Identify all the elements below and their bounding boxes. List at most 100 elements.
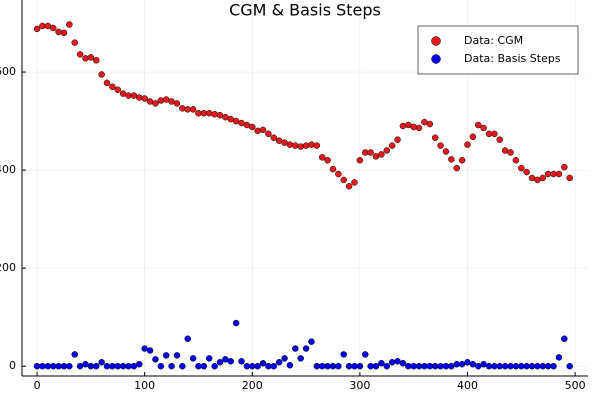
x-tick-label: 300 xyxy=(349,379,370,392)
point xyxy=(480,360,487,368)
point xyxy=(66,362,73,370)
point xyxy=(528,174,536,182)
point xyxy=(426,362,434,370)
point xyxy=(308,338,315,345)
point xyxy=(415,362,423,370)
point xyxy=(324,362,331,370)
point xyxy=(501,147,509,154)
point xyxy=(383,362,391,370)
point xyxy=(501,362,509,370)
point xyxy=(146,347,154,354)
point xyxy=(82,55,89,62)
point xyxy=(227,358,235,365)
point xyxy=(329,362,337,370)
point xyxy=(302,142,310,149)
point xyxy=(485,362,493,370)
legend-box xyxy=(417,25,579,75)
point xyxy=(76,362,84,370)
point xyxy=(275,359,283,366)
point xyxy=(561,163,568,171)
point xyxy=(87,362,95,370)
point xyxy=(453,360,460,368)
point xyxy=(302,345,310,352)
point xyxy=(243,121,251,129)
point xyxy=(168,362,175,370)
point xyxy=(39,22,46,30)
point xyxy=(157,97,165,104)
point xyxy=(60,29,68,37)
point xyxy=(431,134,439,142)
point xyxy=(329,165,337,173)
point xyxy=(335,362,342,370)
point xyxy=(103,79,111,87)
x-tick-label: 500 xyxy=(565,379,586,392)
point xyxy=(195,109,202,117)
point xyxy=(362,351,369,358)
point xyxy=(173,352,181,359)
point xyxy=(125,362,132,370)
point xyxy=(103,362,111,370)
point xyxy=(184,106,191,113)
point xyxy=(227,115,235,123)
point xyxy=(114,362,122,370)
point xyxy=(453,164,460,172)
point xyxy=(55,362,62,370)
point xyxy=(109,362,116,370)
point xyxy=(405,362,412,370)
point xyxy=(372,153,380,160)
point xyxy=(297,143,304,150)
point xyxy=(507,149,514,156)
point xyxy=(474,121,482,129)
point xyxy=(496,362,504,370)
point xyxy=(98,71,105,78)
point xyxy=(491,130,498,138)
point xyxy=(44,22,52,30)
legend-marker xyxy=(431,36,441,46)
point xyxy=(388,359,396,366)
point xyxy=(415,124,423,132)
point xyxy=(125,92,132,99)
point xyxy=(345,362,353,370)
point xyxy=(448,156,455,163)
point xyxy=(60,362,68,370)
x-tick-label: 0 xyxy=(34,379,41,392)
point xyxy=(437,142,444,149)
point xyxy=(550,170,557,178)
point xyxy=(119,90,127,97)
point xyxy=(92,57,100,64)
point xyxy=(216,359,224,366)
point xyxy=(534,362,541,370)
point xyxy=(308,141,315,148)
point xyxy=(200,362,208,370)
point xyxy=(136,360,143,368)
point xyxy=(119,362,127,370)
point xyxy=(561,335,568,342)
point xyxy=(136,94,143,101)
point xyxy=(507,362,514,370)
point xyxy=(157,362,165,370)
point xyxy=(265,362,272,370)
point xyxy=(49,24,57,32)
point xyxy=(254,127,261,135)
point xyxy=(152,100,159,107)
point xyxy=(345,183,353,190)
point xyxy=(152,356,159,363)
point xyxy=(130,92,138,99)
point xyxy=(259,360,267,367)
point xyxy=(249,362,256,370)
point xyxy=(512,362,520,370)
point xyxy=(394,136,401,143)
point xyxy=(141,345,148,352)
point xyxy=(286,361,294,369)
point xyxy=(421,362,428,370)
point xyxy=(523,362,530,370)
point xyxy=(292,345,299,352)
point xyxy=(550,362,557,370)
point xyxy=(518,164,525,172)
point xyxy=(162,96,170,103)
point xyxy=(281,355,288,362)
legend-label: Data: Basis Steps xyxy=(464,52,561,65)
point xyxy=(275,137,283,144)
point xyxy=(205,355,213,362)
